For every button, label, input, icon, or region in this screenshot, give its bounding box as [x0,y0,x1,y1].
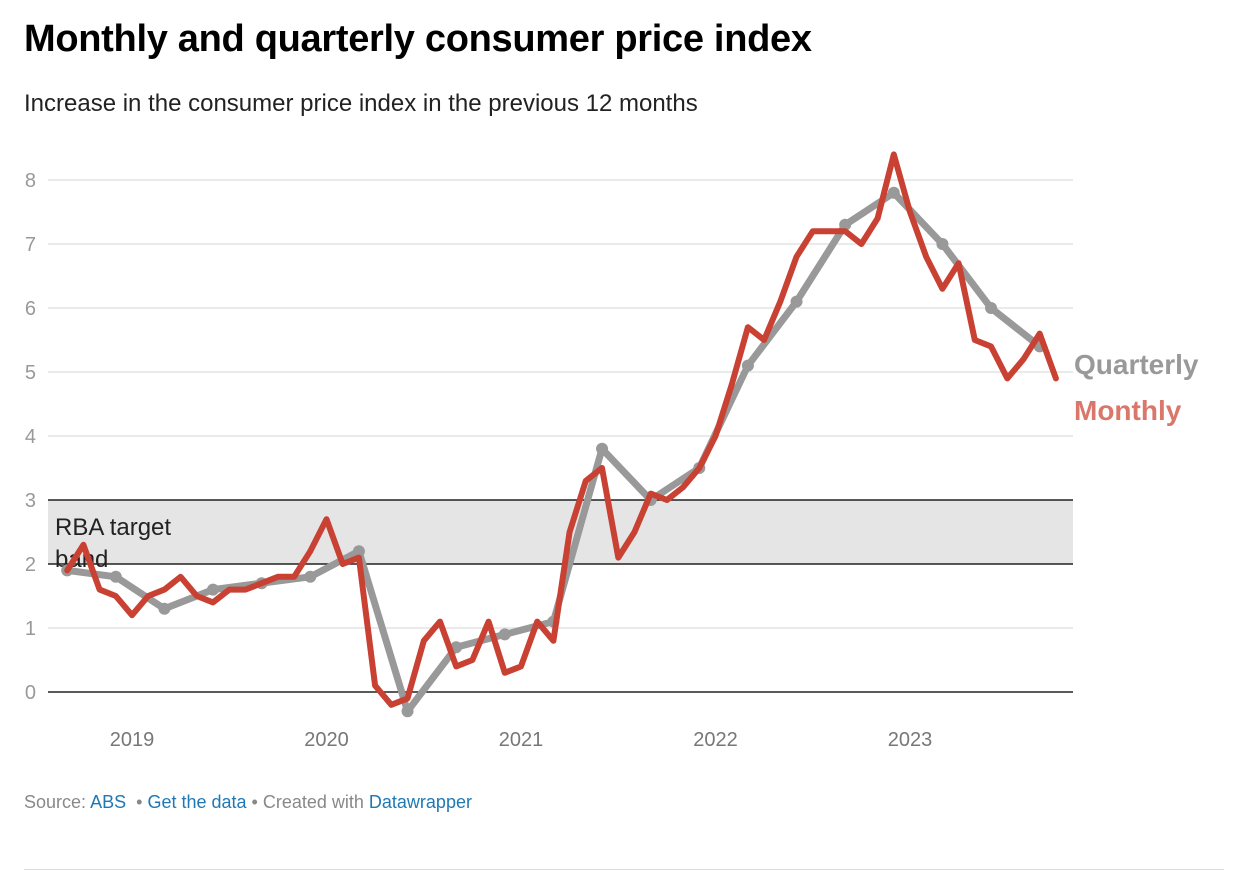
quarterly-point [936,238,949,250]
y-tick-label: 5 [25,362,36,384]
legend-label-quarterly: Quarterly [1074,349,1199,380]
quarterly-point [498,628,511,641]
quarterly-point [985,302,998,314]
quarterly-point [839,218,852,231]
quarterly-point [596,442,609,455]
quarterly-point [790,295,803,308]
y-tick-label: 0 [25,682,36,704]
chart-subtitle: Increase in the consumer price index in … [24,90,698,117]
y-tick-label: 8 [25,170,36,192]
footer: Source: ABS • Get the data • Created wit… [24,792,472,813]
source-label: Source: [24,792,87,812]
quarterly-point [401,705,414,718]
band-label: RBA target [55,514,171,541]
x-tick-label: 2021 [499,729,544,751]
quarterly-point [158,602,171,615]
get-data-link[interactable]: Get the data [147,792,247,812]
created-with-label: • Created with [251,792,364,812]
x-tick-label: 2020 [304,729,349,751]
quarterly-point [109,570,122,583]
source-link[interactable]: ABS [90,792,127,812]
target-band [48,500,1073,564]
quarterly-point [352,545,365,558]
separator: • [136,792,143,812]
x-tick-label: 2023 [888,729,933,751]
legend-label-monthly: Monthly [1074,395,1182,426]
y-tick-label: 4 [25,426,36,448]
quarterly-point [887,186,900,199]
divider [24,869,1224,870]
x-tick-label: 2019 [110,729,155,751]
x-tick-label: 2022 [693,729,738,751]
y-tick-label: 6 [25,298,36,320]
datawrapper-link[interactable]: Datawrapper [368,792,472,812]
chart-title: Monthly and quarterly consumer price ind… [24,18,812,60]
series-line-monthly [64,151,1059,708]
quarterly-point [741,359,754,372]
y-tick-label: 1 [25,618,36,640]
y-tick-label: 7 [25,234,36,256]
quarterly-point [207,583,220,596]
y-tick-label: 3 [25,490,36,512]
quarterly-point [304,570,317,583]
y-tick-label: 2 [25,554,36,576]
